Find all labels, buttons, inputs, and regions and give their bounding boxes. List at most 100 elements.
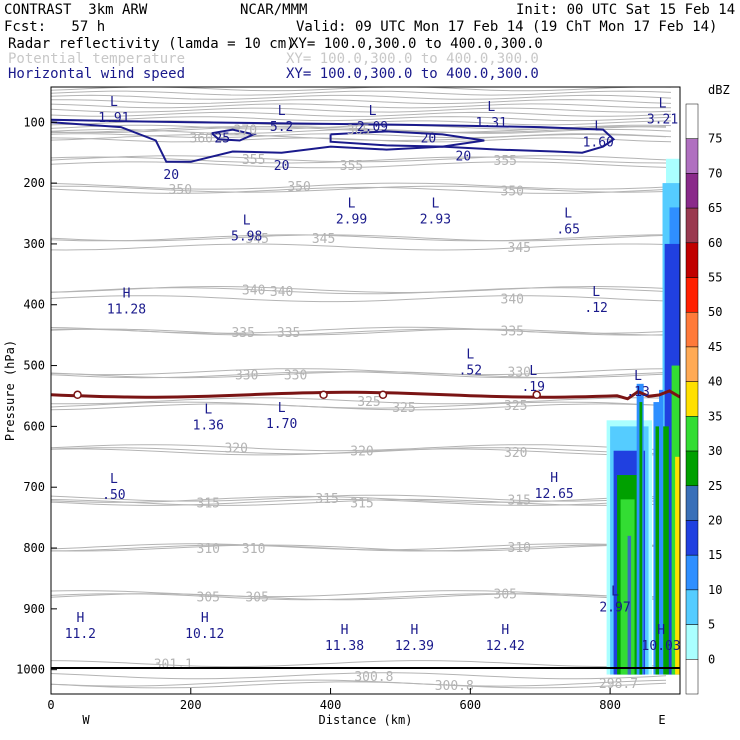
- extremum-letter: H: [76, 611, 84, 626]
- theta-label: 330: [508, 366, 531, 381]
- theta-label: 310: [197, 542, 220, 557]
- extremum-value: .50: [102, 488, 125, 503]
- extremum-value: 2.99: [336, 213, 367, 228]
- theta-contour: [51, 494, 667, 502]
- freezing-level-marker: [319, 390, 328, 400]
- extremum-value: 2.97: [599, 601, 630, 616]
- colorbar-swatch: [685, 381, 699, 417]
- extremum-letter: L: [487, 100, 495, 115]
- theta-contour: [51, 681, 667, 689]
- colorbar-swatch: [685, 485, 699, 521]
- reflectivity-cell: [639, 402, 643, 675]
- field3-name: Horizontal wind speed: [8, 66, 186, 82]
- extremum-letter: L: [278, 401, 286, 416]
- extremum-letter: L: [529, 364, 537, 379]
- theta-contour: [51, 328, 667, 336]
- theta-contour: [51, 448, 667, 456]
- y-axis-label: Pressure (hPa): [3, 340, 17, 441]
- east-end-label: E: [658, 713, 665, 727]
- theta-label: 320: [224, 442, 247, 457]
- extremum-value: 10.03: [642, 639, 681, 654]
- theta-label: 305: [197, 591, 220, 606]
- theta-contour: [51, 161, 667, 169]
- theta-label: 350: [287, 180, 310, 195]
- colorbar-label: 50: [708, 305, 722, 319]
- freezing-level-marker: [532, 390, 541, 400]
- theta-label: 325: [504, 399, 527, 414]
- wind-contour-25: [211, 128, 257, 142]
- theta-contour: [51, 133, 672, 139]
- y-tick-label: 700: [23, 480, 45, 494]
- init-time: Init: 00 UTC Sat 15 Feb 14: [516, 2, 736, 18]
- theta-contour: [51, 116, 672, 122]
- extremum-value: 11.2: [65, 627, 96, 642]
- extremum-value: 3.21: [647, 112, 678, 127]
- theta-contour: [51, 234, 667, 242]
- colorbar-label: 60: [708, 236, 722, 250]
- theta-label: 305: [494, 588, 517, 603]
- freezing-level-marker: [73, 390, 82, 400]
- theta-contour: [51, 126, 666, 134]
- extremum-letter: H: [657, 623, 665, 638]
- theta-label: 370: [234, 124, 257, 139]
- theta-contour: [51, 90, 672, 96]
- potential-temperature-contours: [51, 87, 672, 689]
- theta-label: 335: [501, 324, 524, 339]
- theta-label: 340: [242, 284, 265, 299]
- extremum-letter: L: [243, 214, 251, 229]
- extremum-value: 11.28: [107, 303, 146, 318]
- reflectivity-cell: [663, 426, 669, 675]
- theta-contour: [51, 401, 667, 409]
- theta-contour: [51, 679, 667, 687]
- colorbar-label: 70: [708, 166, 722, 180]
- extremum-letter: H: [123, 287, 131, 302]
- extremum-value: .52: [459, 364, 482, 379]
- extremum-letter: L: [594, 119, 602, 134]
- extremum-letter: L: [564, 206, 572, 221]
- theta-contour: [51, 156, 667, 164]
- colorbar: dBZ 0 5 10 15 20 25 30 35 40 45 50 55 60 65 70 75: [685, 83, 730, 695]
- colorbar-label: 30: [708, 444, 722, 458]
- freezing-level-line: [51, 389, 680, 401]
- colorbar-swatch: [685, 346, 699, 382]
- y-tick-label: 900: [23, 602, 45, 616]
- reflectivity-field: [606, 158, 680, 675]
- theta-label: 300.8: [435, 679, 474, 694]
- x-tick-label: 0: [47, 698, 54, 712]
- extremum-value: 12.42: [486, 639, 525, 654]
- theta-contour: [51, 137, 672, 143]
- model-title: CONTRAST 3km ARW: [4, 2, 148, 18]
- extremum-value: 12.39: [395, 639, 434, 654]
- field3-xy: XY= 100.0,300.0 to 400.0,300.0: [286, 66, 539, 82]
- theta-contour: [51, 403, 667, 411]
- theta-contour: [51, 593, 667, 601]
- theta-contour: [51, 498, 667, 506]
- y-tick-label: 800: [23, 541, 45, 555]
- y-tick-label: 400: [23, 298, 45, 312]
- extremum-letter: L: [466, 348, 474, 363]
- wind-label: 20: [421, 131, 437, 146]
- extremum-letter: L: [431, 197, 439, 212]
- field1-name: Radar reflectivity (lamda = 10 cm): [8, 36, 295, 52]
- theta-contour: [51, 103, 671, 109]
- extremum-value: 10.12: [185, 627, 224, 642]
- theta-label: 315: [508, 493, 531, 508]
- axes: 100 200 300 400 500 600 700 800 900 1000 0 200 400 60…: [3, 115, 666, 727]
- theta-label: 350: [501, 184, 524, 199]
- extremum-letter: L: [611, 585, 619, 600]
- colorbar-swatch: [685, 659, 699, 695]
- extremum-letter: L: [278, 104, 286, 119]
- wind-speed-contours: [51, 118, 616, 163]
- freezing-level-marker: [378, 390, 388, 400]
- field2-name: Potential temperature: [8, 51, 186, 67]
- theta-contour: [51, 94, 672, 100]
- reflectivity-cell: [655, 426, 660, 675]
- theta-contour: [51, 182, 667, 190]
- x-tick-label: 800: [599, 698, 621, 712]
- theta-label: 355: [242, 153, 265, 168]
- theta-contour: [51, 590, 667, 598]
- extremum-value: .65: [556, 222, 579, 237]
- extremum-value: .12: [584, 301, 607, 316]
